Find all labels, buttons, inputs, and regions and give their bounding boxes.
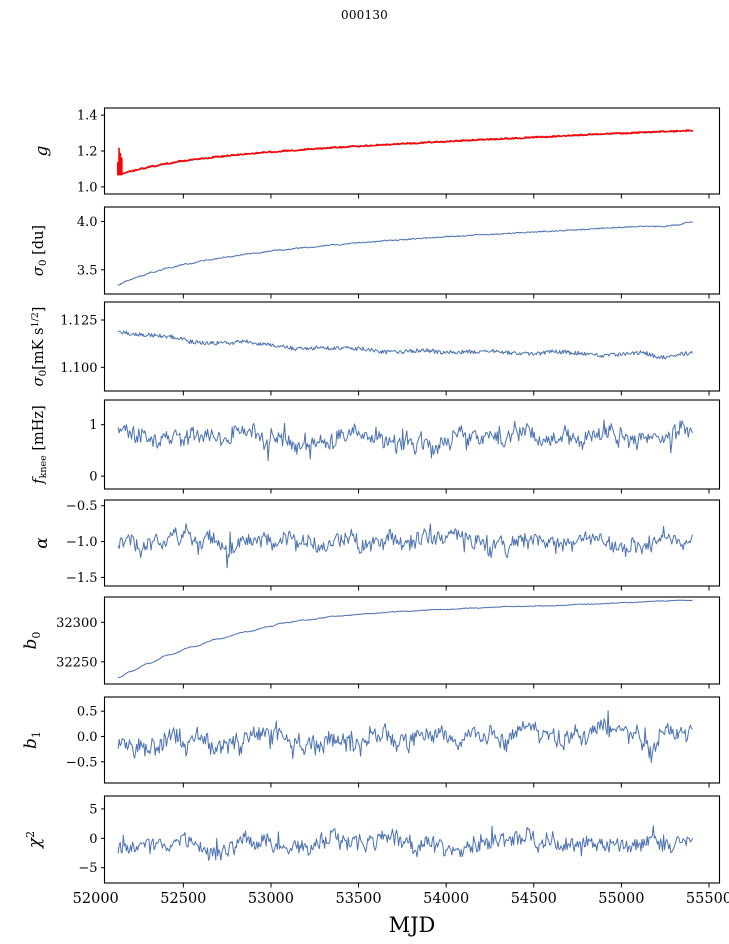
y-axis-label-sigma0_du: σ0 [du] [31,225,49,276]
panel-frame [103,206,721,295]
y-axis-label-b1: b1 [21,731,43,749]
y-tick-label: −0.5 [66,755,98,770]
y-axis-label-chi2: χ2 [24,831,45,849]
panel-b0: 32250 32300 [56,596,721,689]
panel-frame [103,499,721,587]
y-tick-label: 1.100 [60,361,97,376]
panel-frame [103,596,721,685]
panel-frame [103,795,721,884]
series-sigma0 [117,221,693,286]
panel-frame [103,399,721,490]
figure-title: 000130 [340,8,388,22]
panel-frame [103,107,721,195]
y-tick-label: 1.4 [77,109,98,124]
y-tick-label: 0.0 [77,730,98,745]
y-tick-label: 0 [89,832,97,847]
y-tick-label: 1 [89,418,97,433]
series-g_fit [117,129,694,176]
y-tick-label: 4.0 [77,215,98,230]
series-chi2 [117,825,693,861]
panel-gain: 1.0 1.2 1.4 [77,107,721,199]
y-tick-label: 5 [89,802,97,817]
x-tick-label: 53000 [248,891,294,907]
y-axis-label-alpha: α [32,537,52,549]
series-b0 [117,599,693,679]
x-tick-label: 54500 [511,891,557,907]
y-tick-label: −5 [78,861,97,876]
y-tick-label: 32300 [56,616,97,631]
y-axis-label-b0: b0 [21,632,43,650]
panel-frame [103,696,721,784]
y-tick-label: −1.0 [66,535,98,550]
series-g [117,130,693,176]
x-tick-label: 52000 [73,891,119,907]
x-tick-label: 54000 [423,891,469,907]
x-axis-title: MJD [389,913,436,937]
y-tick-label: 3.5 [77,263,98,278]
series-b1 [117,710,693,764]
panel-chi2: −5 0 5 [78,795,721,888]
panel-alpha: −0.5 −1.0 −1.5 [66,499,721,591]
panel-b1: −0.5 0.0 0.5 [66,696,721,788]
x-tick-label: 53500 [335,891,381,907]
y-tick-label: 0 [89,470,97,485]
y-axis-label-fknee: fknee [mHz] [31,405,49,484]
y-axis-label-gain: g [32,145,52,156]
y-tick-label: 32250 [56,655,97,670]
panel-frame [103,301,721,392]
y-tick-label: −1.5 [66,571,98,586]
panel-sigma0_mks: 1.100 1.125 [60,301,721,396]
x-tick-label: 55500 [686,891,729,907]
panel-fknee: 01 [89,399,721,494]
y-tick-label: 0.5 [77,705,98,720]
panel-sigma0_du: 3.5 4.0 [77,206,721,299]
y-axis-label-sigma0_mks: σ0[mK s1/2] [30,307,49,387]
y-tick-label: 1.125 [60,313,97,328]
y-tick-label: 1.2 [77,145,98,160]
series-sigma0_mks [117,330,693,360]
y-tick-label: 1.0 [77,180,98,195]
x-tick-label: 52500 [160,891,206,907]
y-tick-label: −0.5 [66,499,98,514]
series-fknee [117,419,693,462]
x-tick-label: 55000 [598,891,644,907]
series-alpha [117,523,693,569]
